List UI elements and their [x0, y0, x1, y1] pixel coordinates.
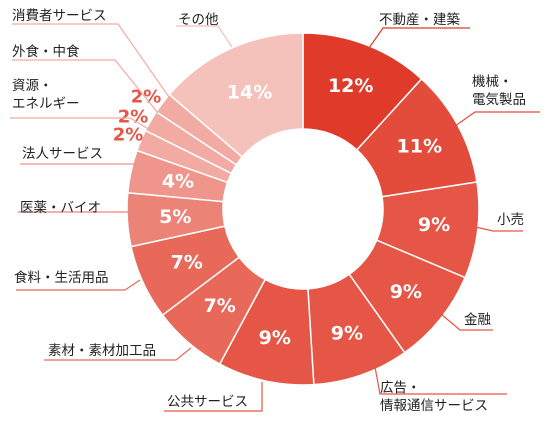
percent-label-6: 9% [259, 327, 291, 349]
leader-line-1 [366, 27, 470, 52]
leader-line-4 [434, 308, 493, 331]
percent-label-2: 11% [397, 136, 442, 158]
percent-label-10: 4% [162, 171, 194, 193]
category-label-11: 資源・エネルギー [12, 78, 80, 111]
slice-14 [168, 32, 304, 159]
category-label-3: 小売 [497, 212, 524, 227]
category-label-8: 食料・生活用品 [14, 269, 109, 285]
leader-line-2 [447, 111, 540, 132]
donut-slices [126, 32, 480, 386]
percent-label-1: 12% [328, 75, 373, 97]
category-label-5: 広告・情報通信サービス [380, 380, 488, 413]
category-label-2: 機械・電気製品 [472, 74, 526, 107]
percent-labels: 12%11%9%9%9%9%7%7%5%4%2%2%2% 14% [113, 75, 450, 349]
category-label-6: 公共サービス [167, 394, 248, 409]
category-label-10: 法人サービス [22, 146, 103, 161]
percent-label-9: 5% [159, 206, 191, 228]
category-label-9: 医薬・バイオ [20, 200, 101, 215]
leader-line-8 [16, 279, 141, 291]
leader-line-13 [12, 23, 170, 98]
leader-line-11 [10, 117, 151, 131]
leader-line-7 [44, 347, 192, 361]
leader-line-14 [176, 25, 233, 48]
category-label-7: 素材・素材加工品 [48, 343, 156, 358]
category-label-13: 消費者サービス [12, 8, 107, 23]
percent-label-11: 2% [113, 125, 144, 146]
percent-label-5: 9% [331, 322, 363, 344]
category-label-1: 不動産・建築 [379, 12, 460, 27]
category-label-4: 金融 [464, 312, 491, 327]
percent-label-8: 7% [171, 251, 203, 273]
category-label-14: その他 [178, 12, 219, 27]
leader-line-12 [12, 59, 159, 114]
percent-label-3: 9% [418, 214, 450, 236]
percent-label-4: 9% [390, 281, 422, 303]
percent-label-14: 14% [227, 82, 272, 104]
leader-lines [10, 23, 540, 412]
percent-label-12: 2% [118, 107, 149, 128]
leader-line-3 [470, 225, 523, 232]
percent-label-7: 7% [204, 295, 236, 317]
category-label-12: 外食・中食 [12, 43, 80, 59]
leader-line-5 [374, 366, 507, 395]
percent-label-13: 2% [131, 87, 162, 108]
leader-line-6 [164, 382, 263, 412]
